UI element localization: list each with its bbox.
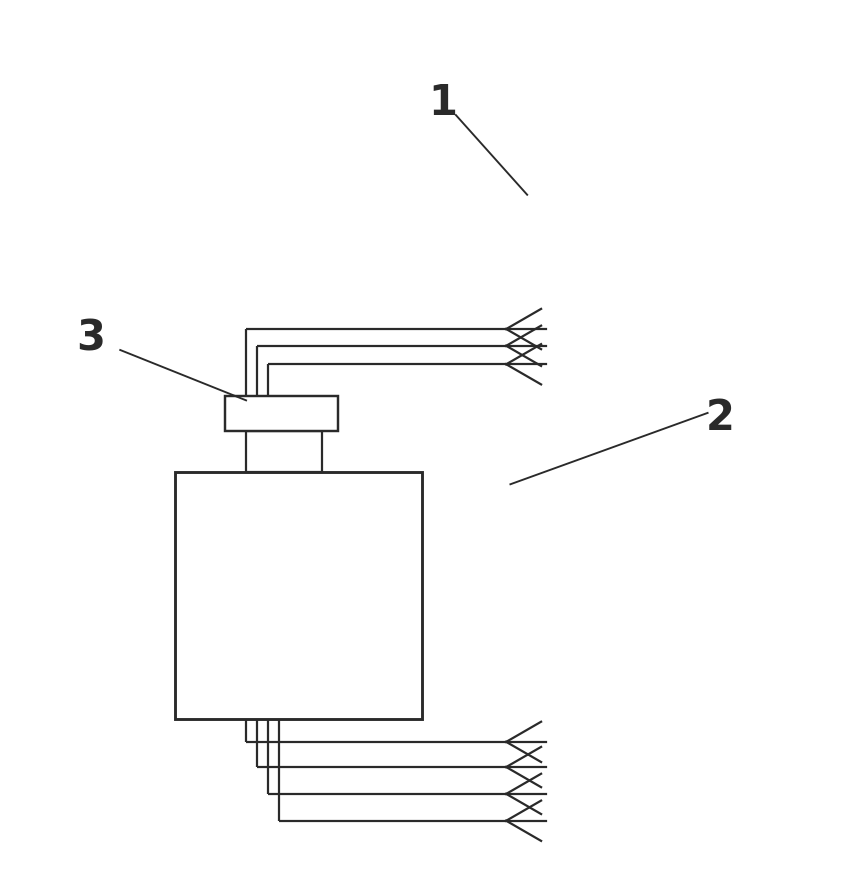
Text: 3: 3 [77,317,106,359]
Text: 1: 1 [429,82,458,124]
Bar [225,397,338,432]
Text: 2: 2 [705,397,734,439]
Bar [246,432,321,472]
Bar [175,472,422,720]
